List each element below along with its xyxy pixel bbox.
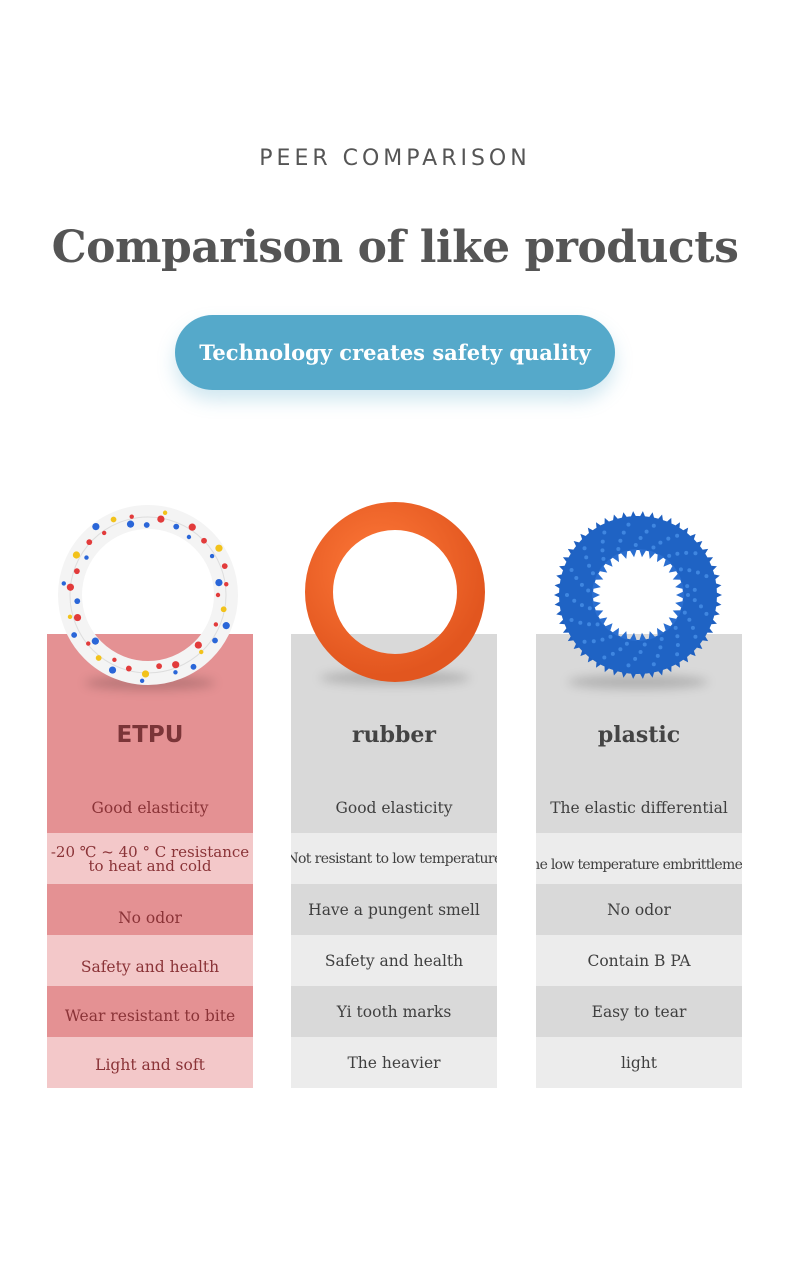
table-cell: Not resistant to low temperature bbox=[291, 833, 497, 884]
table-cell: -20 ℃ ~ 40 ° C resistance to heat and co… bbox=[47, 833, 253, 884]
etpu-ring-image bbox=[58, 505, 238, 685]
table-cell: No odor bbox=[47, 884, 253, 935]
table-cell: The low temperature embrittlement bbox=[536, 833, 742, 884]
column-name: ETPU bbox=[116, 722, 184, 748]
table-cell: No odor bbox=[536, 884, 742, 935]
table-cell: Yi tooth marks bbox=[291, 986, 497, 1037]
column-rubber: rubber Good elasticity Not resistant to … bbox=[291, 634, 497, 1088]
column-plastic: plastic The elastic differential The low… bbox=[536, 634, 742, 1088]
table-cell: Easy to tear bbox=[536, 986, 742, 1037]
table-cell: Have a pungent smell bbox=[291, 884, 497, 935]
plastic-ring-image bbox=[554, 511, 722, 679]
table-cell: Light and soft bbox=[47, 1037, 253, 1088]
table-cell: Contain B PA bbox=[536, 935, 742, 986]
table-cell: Good elasticity bbox=[47, 782, 253, 833]
column-etpu: ETPU Good elasticity -20 ℃ ~ 40 ° C resi… bbox=[47, 634, 253, 1088]
column-name: rubber bbox=[352, 722, 436, 748]
column-name: plastic bbox=[597, 722, 681, 748]
table-cell: Good elasticity bbox=[291, 782, 497, 833]
page-title: Comparison of like products bbox=[51, 222, 739, 273]
tagline-pill: Technology creates safety quality bbox=[175, 315, 615, 390]
table-cell: The heavier bbox=[291, 1037, 497, 1088]
table-cell: The elastic differential bbox=[536, 782, 742, 833]
column-header: rubber bbox=[291, 634, 497, 782]
table-cell: Wear resistant to bite bbox=[47, 986, 253, 1037]
table-cell: Safety and health bbox=[47, 935, 253, 986]
rubber-ring-image bbox=[305, 502, 485, 682]
section-eyebrow: PEER COMPARISON bbox=[259, 146, 531, 171]
column-header: ETPU bbox=[47, 634, 253, 782]
table-cell: Safety and health bbox=[291, 935, 497, 986]
table-cell: light bbox=[536, 1037, 742, 1088]
